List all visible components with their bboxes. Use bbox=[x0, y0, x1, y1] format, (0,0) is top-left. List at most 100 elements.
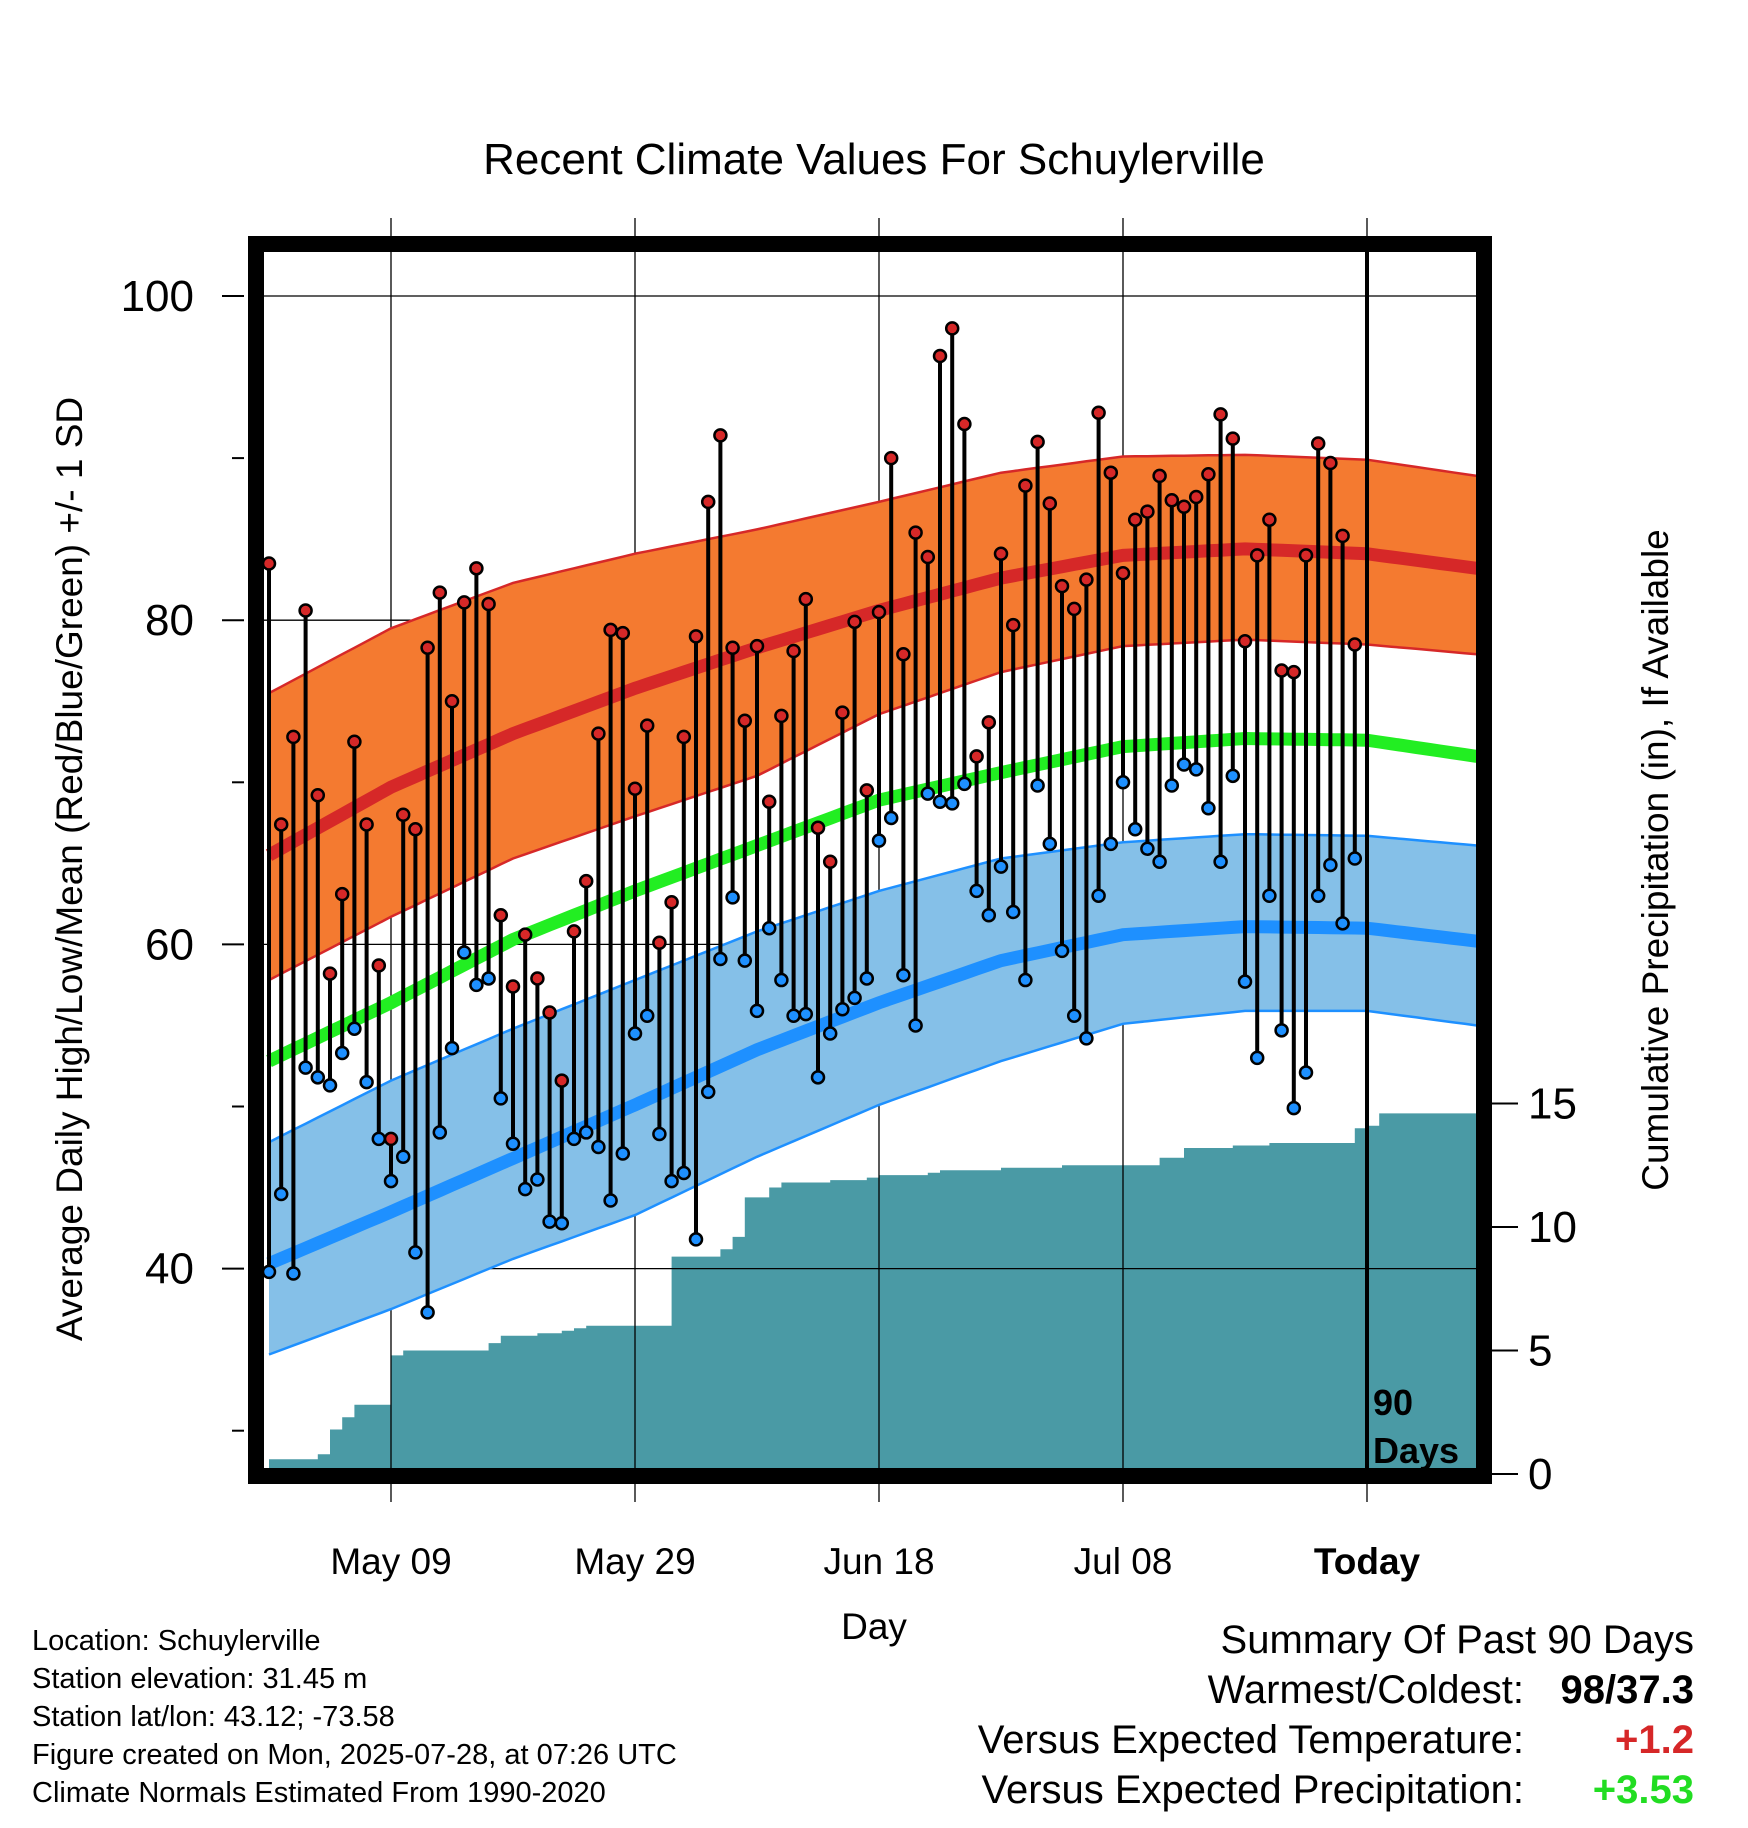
low-point bbox=[1335, 916, 1350, 931]
high-point bbox=[1152, 468, 1167, 484]
low-point bbox=[1176, 757, 1192, 772]
high-point bbox=[298, 603, 313, 618]
low-point bbox=[1225, 768, 1241, 784]
high-point bbox=[1103, 465, 1119, 480]
low-point bbox=[310, 1070, 326, 1085]
low-point bbox=[810, 1070, 826, 1085]
latlon-text: Station lat/lon: 43.12; -73.58 bbox=[32, 1701, 395, 1733]
high-point bbox=[566, 924, 582, 939]
high-point bbox=[383, 1131, 399, 1147]
high-point bbox=[1201, 467, 1216, 482]
high-point bbox=[1030, 434, 1045, 450]
low-point bbox=[1274, 1023, 1289, 1038]
y2-tick-label: 10 bbox=[1528, 1203, 1577, 1252]
high-point bbox=[542, 1005, 557, 1020]
high-point bbox=[371, 958, 387, 973]
high-point bbox=[1286, 664, 1302, 680]
high-point bbox=[1274, 663, 1289, 678]
high-point bbox=[1237, 634, 1253, 649]
high-point bbox=[347, 734, 362, 750]
low-point bbox=[944, 796, 960, 811]
high-point bbox=[981, 715, 997, 730]
low-point bbox=[957, 776, 972, 792]
low-upper-line bbox=[268, 832, 1477, 1144]
low-point bbox=[761, 920, 777, 936]
low-point bbox=[1140, 841, 1155, 857]
y-tick-label: 40 bbox=[145, 1245, 194, 1294]
low-point bbox=[676, 1165, 692, 1181]
low-point bbox=[700, 1084, 716, 1100]
low-point bbox=[859, 971, 875, 986]
high-point bbox=[493, 907, 509, 923]
high-point bbox=[639, 718, 655, 733]
low-point bbox=[493, 1091, 509, 1106]
y2-tick-label: 15 bbox=[1528, 1080, 1577, 1129]
y2-axis-label: Cumulative Precipitation (in), If Availa… bbox=[1635, 529, 1676, 1191]
low-point bbox=[1262, 888, 1277, 904]
low-point bbox=[1030, 778, 1045, 793]
high-point bbox=[1225, 431, 1241, 446]
low-point bbox=[383, 1173, 399, 1189]
y-axis-label: Average Daily High/Low/Mean (Red/Blue/Gr… bbox=[49, 397, 90, 1341]
low-point bbox=[835, 1001, 850, 1017]
low-point bbox=[1054, 943, 1070, 959]
warmest-value: 98 bbox=[1560, 1668, 1606, 1712]
low-point bbox=[908, 1018, 923, 1033]
low-point bbox=[883, 810, 899, 826]
low-point bbox=[1042, 836, 1058, 852]
low-point bbox=[1323, 857, 1338, 873]
high-point bbox=[688, 629, 704, 644]
high-point bbox=[774, 708, 789, 724]
low-point bbox=[432, 1125, 448, 1140]
high-point bbox=[273, 817, 289, 832]
x-tick-label: May 29 bbox=[574, 1541, 695, 1582]
low-point bbox=[639, 1008, 655, 1023]
high-sd-band bbox=[269, 454, 1477, 981]
low-point bbox=[798, 1006, 814, 1022]
high-point bbox=[944, 321, 960, 336]
high-point bbox=[286, 729, 301, 745]
high-point bbox=[444, 694, 460, 709]
normals-text: Climate Normals Estimated From 1990-2020 bbox=[32, 1777, 606, 1809]
high-point bbox=[554, 1073, 570, 1088]
high-point bbox=[737, 713, 753, 728]
high-point bbox=[1347, 637, 1363, 652]
low-point bbox=[505, 1136, 521, 1152]
low-point bbox=[334, 1045, 350, 1061]
high-point bbox=[1018, 478, 1033, 493]
high-point bbox=[1298, 548, 1314, 563]
high-point bbox=[469, 561, 484, 576]
low-point bbox=[847, 990, 862, 1006]
plot-area: 90 Days 100 80 60 40 15 10 5 0 May 09 May 29 Jun 18 J… bbox=[121, 218, 1577, 1582]
high-point bbox=[786, 643, 801, 659]
temp-anomaly-label: Versus Expected Temperature: bbox=[977, 1718, 1524, 1762]
low-point bbox=[713, 951, 728, 967]
summary-title: Summary Of Past 90 Days bbox=[1220, 1618, 1694, 1662]
low-point bbox=[896, 967, 911, 983]
high-point bbox=[920, 549, 936, 565]
low-point bbox=[920, 786, 936, 801]
high-point bbox=[408, 822, 423, 837]
low-point bbox=[530, 1172, 545, 1187]
low-normal-line bbox=[266, 920, 1478, 1270]
high-point bbox=[664, 895, 679, 910]
x-tick-label: Jun 18 bbox=[823, 1541, 934, 1582]
low-point bbox=[615, 1146, 631, 1161]
high-point bbox=[1091, 405, 1106, 420]
high-point bbox=[359, 817, 374, 832]
high-point bbox=[713, 428, 728, 443]
y-tick-label: 60 bbox=[145, 920, 194, 969]
low-point bbox=[554, 1215, 570, 1231]
precip-anomaly-label: Versus Expected Precipitation: bbox=[981, 1768, 1524, 1812]
x-axis-label: Day bbox=[841, 1606, 907, 1647]
high-point bbox=[957, 416, 972, 432]
high-point bbox=[1042, 496, 1058, 511]
precip-anomaly-value: +3.53 bbox=[1592, 1768, 1694, 1812]
high-point bbox=[847, 614, 862, 630]
high-point bbox=[530, 971, 545, 986]
high-point bbox=[1323, 455, 1338, 471]
high-point bbox=[761, 794, 777, 810]
high-point bbox=[310, 788, 326, 803]
low-point bbox=[286, 1266, 301, 1281]
